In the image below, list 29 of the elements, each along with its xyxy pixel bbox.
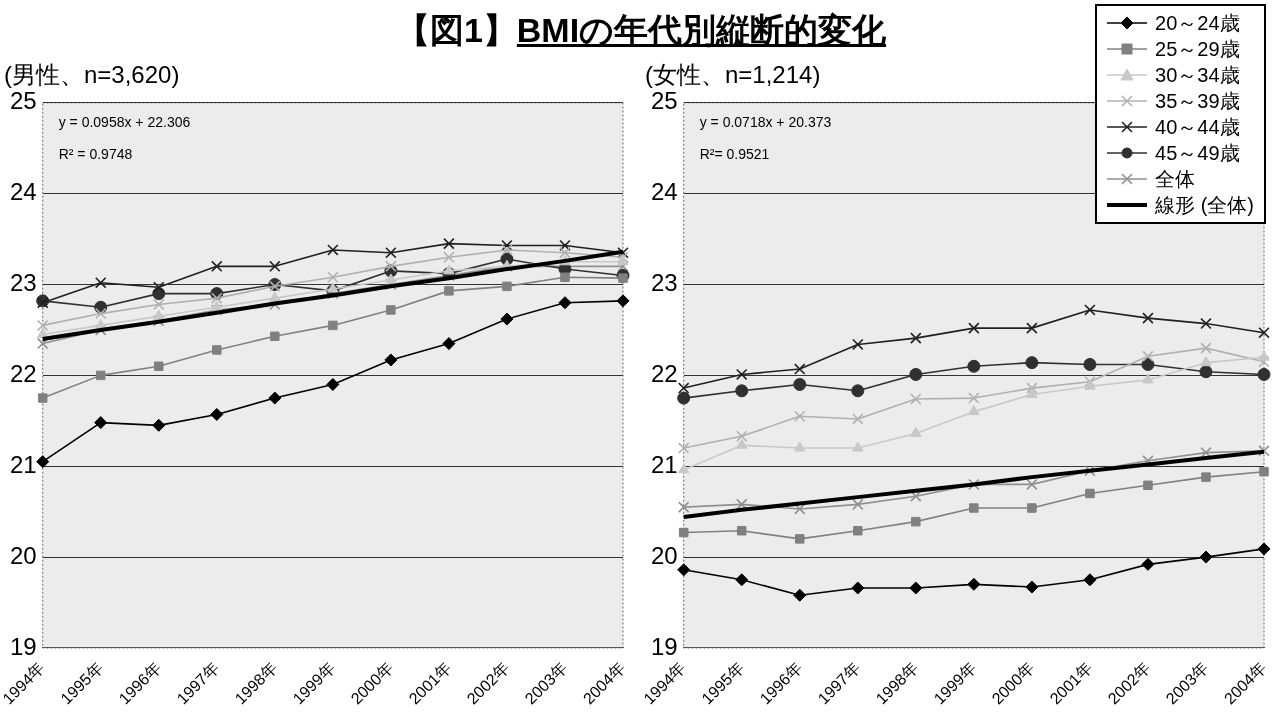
legend-label: 線形 (全体) (1155, 192, 1254, 218)
y-tick-label: 19 (9, 632, 37, 660)
y-tick-label: 22 (9, 360, 37, 387)
annotation: R²= 0.9521 (699, 145, 770, 162)
y-tick-label: 19 (650, 632, 678, 660)
y-tick-label: 24 (650, 178, 678, 206)
chart-subtitle: (女性、n=1,214) (645, 61, 821, 89)
y-tick-label: 21 (650, 450, 678, 478)
annotation: y = 0.0958x + 22.306 (58, 113, 191, 130)
legend-label: 40～44歳 (1155, 114, 1240, 140)
y-tick-label: 24 (9, 178, 37, 206)
y-tick-label: 25 (650, 87, 678, 115)
y-tick-label: 23 (9, 269, 37, 297)
chart-subtitle: (男性、n=3,620) (4, 61, 180, 89)
legend-label: 35～39歳 (1155, 88, 1240, 114)
chart-title: 【図1】BMIの年代別縦断的変化 (395, 11, 887, 49)
y-tick-label: 20 (650, 541, 678, 569)
annotation: y = 0.0718x + 20.373 (699, 113, 832, 130)
y-tick-label: 25 (9, 87, 37, 115)
legend-label: 20～24歳 (1155, 10, 1240, 36)
y-tick-label: 22 (650, 360, 678, 387)
y-tick-label: 23 (650, 269, 678, 297)
annotation: R² = 0.9748 (58, 145, 133, 162)
legend-label: 25～29歳 (1155, 36, 1240, 62)
y-tick-label: 20 (9, 541, 37, 569)
y-tick-label: 21 (9, 450, 37, 478)
legend-label: 全体 (1155, 166, 1196, 192)
legend-label: 45～49歳 (1155, 140, 1240, 166)
legend-label: 30～34歳 (1155, 62, 1240, 88)
